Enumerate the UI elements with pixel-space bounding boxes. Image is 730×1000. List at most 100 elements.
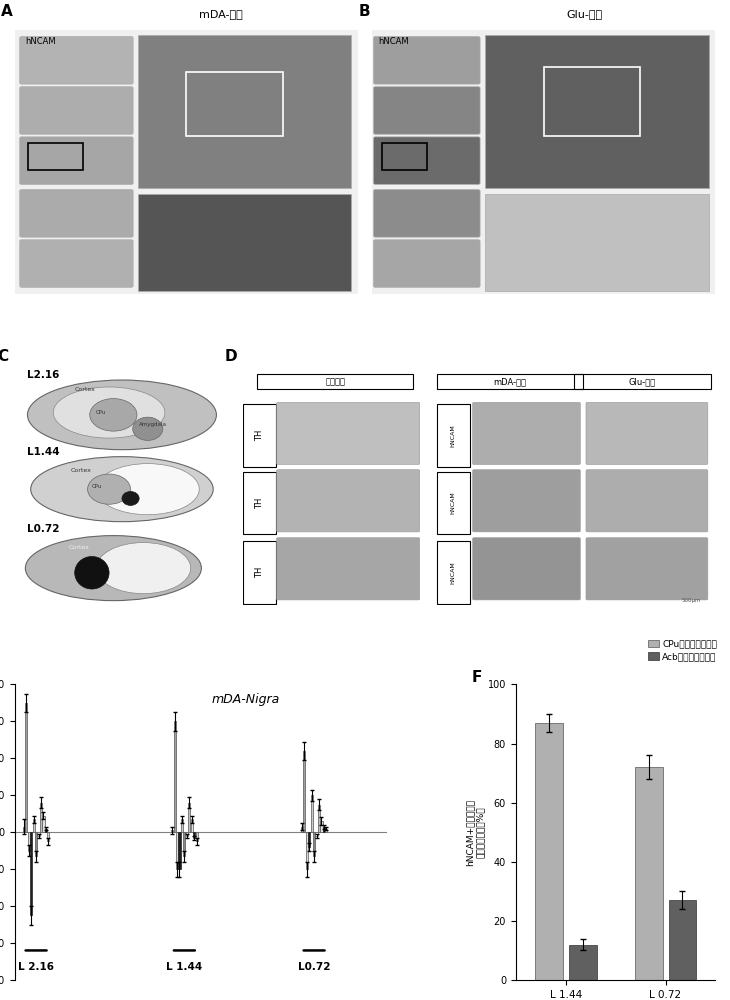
Bar xyxy=(35,832,37,856)
FancyBboxPatch shape xyxy=(20,240,133,287)
Bar xyxy=(176,832,178,869)
FancyBboxPatch shape xyxy=(485,194,709,291)
Bar xyxy=(326,829,327,832)
Text: D: D xyxy=(224,349,237,364)
Bar xyxy=(437,374,583,389)
Text: TH: TH xyxy=(255,430,264,441)
Bar xyxy=(437,404,470,467)
Bar xyxy=(191,819,193,832)
FancyBboxPatch shape xyxy=(374,137,480,184)
Text: B: B xyxy=(358,4,370,19)
FancyBboxPatch shape xyxy=(138,35,351,188)
Y-axis label: hNCAM+纤维密度比
（纹状体纤维的%）: hNCAM+纤维密度比 （纹状体纤维的%） xyxy=(466,799,485,866)
Text: L0.72: L0.72 xyxy=(28,524,60,534)
Bar xyxy=(308,832,310,847)
Bar xyxy=(574,374,711,389)
Text: L2.16: L2.16 xyxy=(28,370,60,380)
Bar xyxy=(535,723,563,980)
Text: 正常对照: 正常对照 xyxy=(325,377,345,386)
Text: L1.44: L1.44 xyxy=(28,447,60,457)
Bar xyxy=(303,751,305,832)
FancyBboxPatch shape xyxy=(277,470,420,532)
Text: Glu-黑质: Glu-黑质 xyxy=(629,377,656,386)
FancyBboxPatch shape xyxy=(472,470,580,532)
Text: mDA-黑质: mDA-黑质 xyxy=(199,9,242,19)
Bar xyxy=(23,827,25,832)
FancyBboxPatch shape xyxy=(472,538,580,600)
Text: hNCAM: hNCAM xyxy=(25,37,55,46)
Text: mDA-Nigra: mDA-Nigra xyxy=(212,693,280,706)
Bar xyxy=(544,67,639,136)
Text: Cortex: Cortex xyxy=(74,387,96,392)
Bar xyxy=(186,72,283,136)
Ellipse shape xyxy=(74,557,109,589)
Text: TH: TH xyxy=(255,497,264,509)
Bar xyxy=(306,832,308,869)
Ellipse shape xyxy=(90,399,137,431)
Text: hNCAM: hNCAM xyxy=(450,424,456,447)
Bar xyxy=(188,803,191,832)
Ellipse shape xyxy=(96,464,199,515)
Text: Cortex: Cortex xyxy=(70,468,91,473)
Bar xyxy=(318,805,320,832)
Ellipse shape xyxy=(26,536,201,601)
Text: Cortex: Cortex xyxy=(69,545,89,550)
Text: hNCAM: hNCAM xyxy=(450,492,456,514)
Bar xyxy=(28,832,30,851)
Bar xyxy=(183,832,185,856)
Bar xyxy=(42,816,45,832)
Bar xyxy=(569,945,596,980)
Bar xyxy=(243,404,276,467)
Bar xyxy=(310,795,312,832)
Text: L 2.16: L 2.16 xyxy=(18,962,54,972)
Bar xyxy=(45,829,47,832)
Ellipse shape xyxy=(28,380,216,450)
Bar xyxy=(634,767,663,980)
FancyBboxPatch shape xyxy=(20,87,133,134)
Ellipse shape xyxy=(122,491,139,505)
FancyBboxPatch shape xyxy=(20,37,133,84)
Bar xyxy=(243,472,276,534)
FancyBboxPatch shape xyxy=(485,35,709,188)
FancyBboxPatch shape xyxy=(374,37,480,84)
Bar xyxy=(196,832,198,841)
Bar xyxy=(437,472,470,534)
Ellipse shape xyxy=(88,474,131,504)
FancyBboxPatch shape xyxy=(586,538,708,600)
Bar xyxy=(383,143,427,170)
Bar xyxy=(257,374,413,389)
FancyBboxPatch shape xyxy=(277,538,420,600)
Legend: CPu（背侧纹状体）, Acb（腹侧纹状体）: CPu（背侧纹状体）, Acb（腹侧纹状体） xyxy=(645,636,721,665)
Text: Amygdala: Amygdala xyxy=(139,422,167,427)
Bar xyxy=(47,832,50,841)
Text: F: F xyxy=(472,670,483,685)
Bar xyxy=(313,832,315,856)
Text: TH: TH xyxy=(255,567,264,578)
Bar xyxy=(37,832,39,836)
Ellipse shape xyxy=(96,543,191,594)
Text: CPu: CPu xyxy=(96,410,107,415)
Bar xyxy=(437,541,470,604)
Bar xyxy=(178,832,180,869)
Bar xyxy=(315,832,318,836)
FancyBboxPatch shape xyxy=(138,194,351,291)
Text: C: C xyxy=(0,349,9,364)
Bar xyxy=(193,832,195,838)
Bar xyxy=(320,821,323,832)
FancyBboxPatch shape xyxy=(20,190,133,237)
Text: hNCAM: hNCAM xyxy=(450,561,456,584)
Bar xyxy=(30,832,32,915)
Bar xyxy=(181,819,183,832)
Text: A: A xyxy=(1,4,12,19)
Bar xyxy=(171,830,173,832)
Bar xyxy=(26,703,28,832)
Text: L0.72: L0.72 xyxy=(298,962,331,972)
Bar xyxy=(33,819,35,832)
Bar xyxy=(40,803,42,832)
Text: CPu: CPu xyxy=(92,484,102,489)
Text: hNCAM: hNCAM xyxy=(379,37,410,46)
Bar xyxy=(243,541,276,604)
FancyBboxPatch shape xyxy=(277,402,420,465)
FancyBboxPatch shape xyxy=(374,240,480,287)
FancyBboxPatch shape xyxy=(586,470,708,532)
